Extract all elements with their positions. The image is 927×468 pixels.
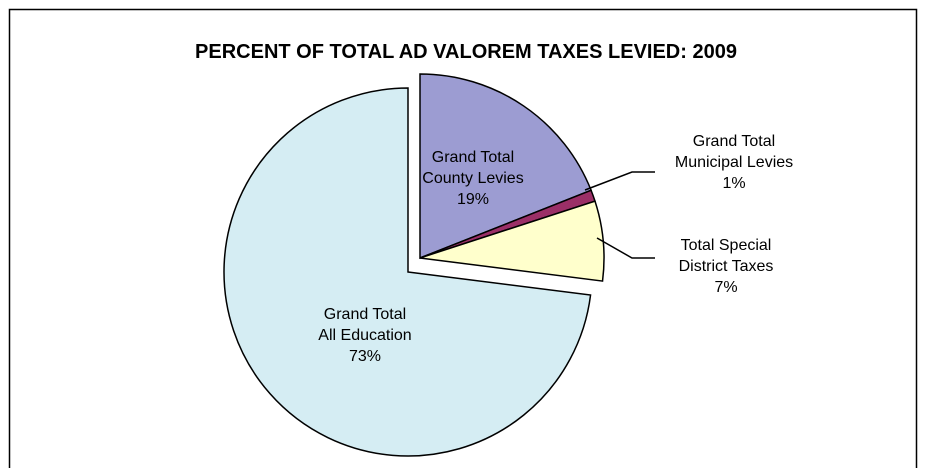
chart-title: PERCENT OF TOTAL AD VALOREM TAXES LEVIED… [195,41,737,63]
pie-slice [419,73,593,260]
slice-value-label: 73% [349,348,381,365]
slice-label: Grand Total Municipal Levies [675,133,793,171]
slice-value-label: 1% [722,175,745,192]
slice-label: Grand Total All Education [318,306,411,344]
slice-value-label: 7% [714,279,737,296]
leader-line [584,171,655,191]
slice-label: Total Special District Taxes [679,237,774,275]
chart-border [8,8,918,468]
leader-line [596,237,655,259]
slice-value-label: 19% [457,191,489,208]
slice-label: Grand Total County Levies [422,149,523,187]
pie-slice [223,87,592,457]
